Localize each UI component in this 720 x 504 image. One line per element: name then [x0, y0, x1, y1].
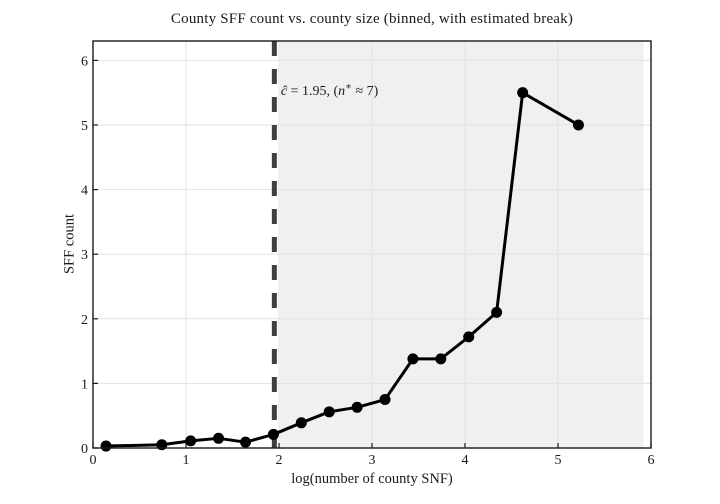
y-tick-label: 6 — [81, 54, 88, 69]
y-tick-label: 0 — [81, 442, 88, 457]
x-tick-label: 3 — [369, 453, 376, 468]
annotation-equals: = 1.95, ( — [287, 84, 339, 100]
data-point-marker — [185, 435, 197, 447]
data-point-marker — [463, 331, 475, 343]
annotation-c-hat: ĉ — [280, 84, 288, 100]
shaded-region — [279, 41, 644, 448]
data-point-marker — [267, 428, 279, 440]
y-axis-label: SFF count — [61, 213, 78, 275]
y-tick-label: 3 — [81, 248, 88, 263]
data-point-marker — [572, 119, 584, 131]
data-point-marker — [351, 401, 363, 413]
series-line — [104, 91, 580, 448]
break-annotation: ĉ = 1.95, (n∗ ≈ 7) — [280, 81, 379, 100]
chart-title: County SFF count vs. county size (binned… — [170, 11, 574, 27]
y-tick-label: 2 — [81, 313, 88, 328]
y-tick-label: 5 — [81, 119, 88, 134]
x-tick-label: 5 — [555, 453, 562, 468]
x-tick-label: 4 — [462, 453, 469, 468]
data-point-marker — [435, 353, 447, 365]
data-point-marker — [517, 87, 529, 99]
annotation-tail: ≈ 7) — [351, 84, 379, 100]
data-point-marker — [295, 417, 307, 429]
x-tick-label: 1 — [183, 453, 190, 468]
data-point-marker — [323, 406, 335, 418]
x-axis-label: log(number of county SNF) — [291, 471, 453, 487]
data-point-marker — [379, 394, 391, 406]
x-tick-label: 2 — [276, 453, 283, 468]
annotation-n: n — [338, 84, 346, 100]
data-point-marker — [240, 436, 252, 448]
x-tick-label: 0 — [90, 453, 97, 468]
data-point-marker — [100, 440, 112, 452]
annotation-star: ∗ — [345, 81, 352, 93]
data-point-marker — [407, 353, 419, 365]
y-tick-label: 1 — [81, 377, 88, 392]
x-tick-label: 6 — [648, 453, 655, 468]
data-point-marker — [213, 432, 225, 444]
data-point-marker — [491, 306, 503, 318]
y-tick-label: 4 — [81, 184, 88, 199]
